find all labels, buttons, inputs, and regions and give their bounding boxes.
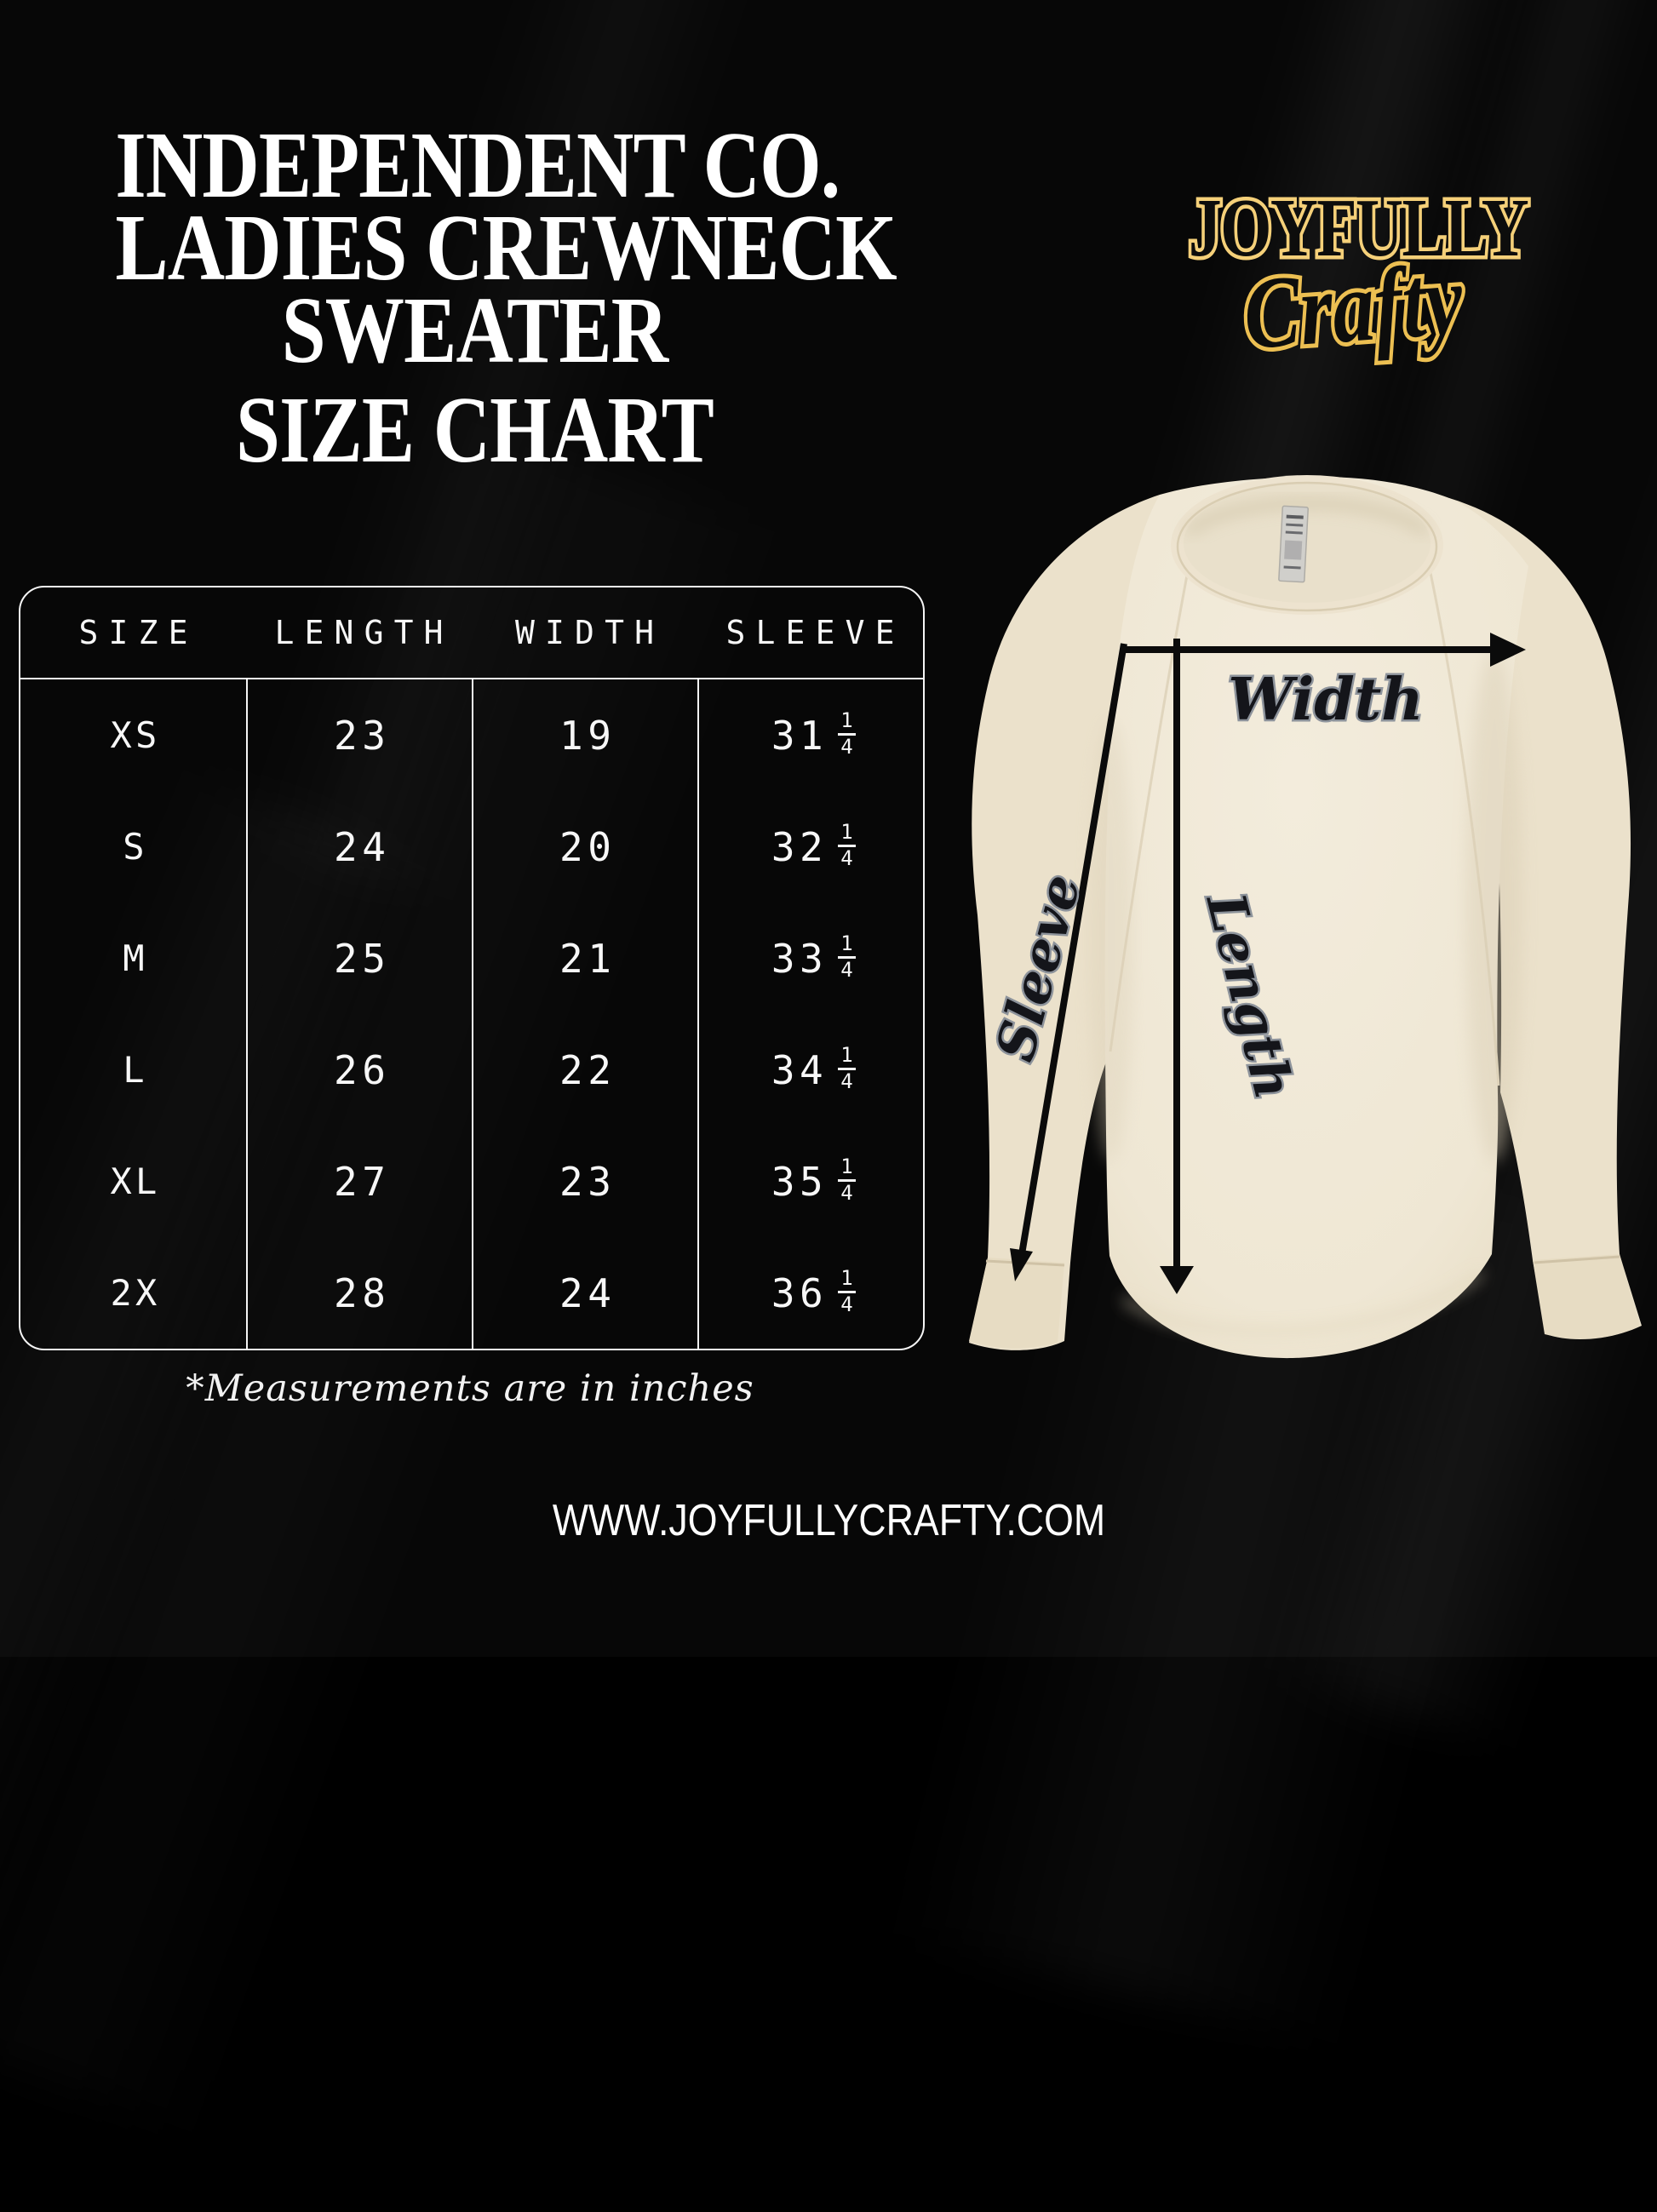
length-cell: 27: [246, 1126, 472, 1237]
width-cell: 20: [472, 791, 697, 903]
neck-inner-shadow: [1184, 499, 1430, 536]
table-row: XL 27 23 35 1 4: [20, 1126, 923, 1237]
width-cell: 23: [472, 1126, 697, 1237]
sweater-diagram: Width Length Sleeve: [969, 475, 1642, 1359]
size-cell: XL: [110, 1160, 161, 1202]
sleeve-whole: 32: [771, 823, 828, 870]
table-row: S 24 20 32 1 4: [20, 791, 923, 903]
size-cell: S: [123, 826, 148, 868]
width-cell: 22: [472, 1014, 697, 1126]
table-row: 2X 28 24 36 1 4: [20, 1237, 923, 1349]
brand-logo: JOYFULLY Crafty: [1185, 179, 1533, 375]
width-label: Width: [1228, 666, 1423, 734]
table-row: M 25 21 33 1 4: [20, 903, 923, 1014]
length-cell: 26: [246, 1014, 472, 1126]
column-header-length: LENGTH: [274, 614, 454, 651]
size-cell: M: [123, 937, 148, 979]
hem-shading: [1122, 1270, 1483, 1334]
title-line-4: SIZE CHART: [236, 378, 714, 483]
length-arrow: [1160, 639, 1194, 1294]
sleeve-cell: 35 1 4: [697, 1126, 923, 1237]
website-url-text: WWW.JOYFULLYCRAFTY.COM: [552, 1496, 1105, 1545]
sleeve-whole: 35: [771, 1158, 828, 1205]
title-line-2: LADIES CREWNECK: [115, 196, 897, 301]
body-shading: [1465, 651, 1523, 1162]
right-cuff: [1533, 1254, 1640, 1339]
table-row: L 26 22 34 1 4: [20, 1014, 923, 1126]
length-cell: 24: [246, 791, 472, 903]
measurements-footnote: *Measurements are in inches: [186, 1367, 754, 1410]
table-body: XS 23 19 31 1 4 S 24 20 32 1 4 M 25 21 33 1 4 …: [20, 679, 923, 1349]
page-title: INDEPENDENT CO. LADIES CREWNECK SWEATER …: [47, 113, 903, 483]
website-url: WWW.JOYFULLYCRAFTY.COM: [0, 1495, 1657, 1546]
length-cell: 23: [246, 679, 472, 791]
title-line-1: INDEPENDENT CO.: [115, 113, 840, 218]
title-line-3: SWEATER: [281, 278, 668, 383]
sleeve-whole: 34: [771, 1046, 828, 1093]
size-chart-table: SIZE LENGTH WIDTH SLEEVE XS 23 19 31 1 4 S…: [19, 586, 925, 1350]
sleeve-arrow: [1010, 643, 1127, 1281]
sleeve-whole: 31: [771, 712, 828, 759]
sleeve-cell: 33 1 4: [697, 903, 923, 1014]
size-cell: XS: [110, 714, 161, 756]
column-header-width: WIDTH: [514, 614, 665, 651]
width-cell: 19: [472, 679, 697, 791]
body-shading: [1089, 719, 1133, 1162]
sleeve-whole: 36: [771, 1269, 828, 1316]
sweater-body: [1104, 476, 1528, 1359]
sleeve-whole: 33: [771, 935, 828, 982]
collar-seam: [1176, 481, 1438, 612]
width-arrow: [1122, 633, 1526, 667]
column-header-size: SIZE: [78, 614, 198, 651]
width-cell: 21: [472, 903, 697, 1014]
length-cell: 25: [246, 903, 472, 1014]
sleeve-cell: 36 1 4: [697, 1237, 923, 1349]
width-cell: 24: [472, 1237, 697, 1349]
left-cuff: [969, 1258, 1064, 1349]
sleeve-cell: 34 1 4: [697, 1014, 923, 1126]
size-cell: L: [123, 1049, 148, 1091]
column-header-sleeve: SLEEVE: [725, 614, 905, 651]
neck-tag: [1278, 505, 1309, 583]
table-header-row: SIZE LENGTH WIDTH SLEEVE: [20, 587, 923, 679]
size-cell: 2X: [110, 1272, 161, 1314]
table-row: XS 23 19 31 1 4: [20, 679, 923, 791]
logo-text-primary: JOYFULLY: [1189, 182, 1528, 273]
sleeve-cell: 31 1 4: [697, 679, 923, 791]
length-cell: 28: [246, 1237, 472, 1349]
sleeve-cell: 32 1 4: [697, 791, 923, 903]
right-cuff-seam: [1534, 1255, 1620, 1264]
logo-text-secondary: Crafty: [1240, 242, 1467, 370]
